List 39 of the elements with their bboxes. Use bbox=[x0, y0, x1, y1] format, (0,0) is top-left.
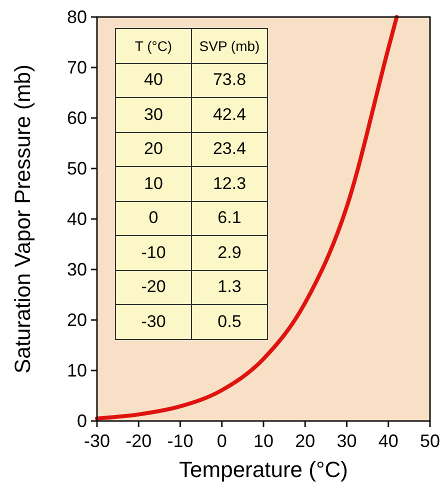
y-tick-label: 40 bbox=[66, 209, 87, 229]
y-tick-label: 30 bbox=[66, 260, 87, 280]
annotation: 10 bbox=[116, 166, 192, 201]
x-tick-label: 20 bbox=[295, 431, 316, 451]
annotation: SVP (mb) bbox=[192, 28, 268, 63]
y-axis-title: Saturation Vapor Pressure (mb) bbox=[10, 64, 35, 374]
annotation: 2.9 bbox=[192, 236, 268, 270]
x-axis-title: Temperature (°C) bbox=[179, 457, 348, 482]
x-tick-label: 50 bbox=[420, 431, 440, 451]
annotation: T (°C) bbox=[116, 28, 192, 63]
x-tick-label: 40 bbox=[378, 431, 398, 451]
y-tick-label: 50 bbox=[66, 158, 87, 178]
x-tick-label: -30 bbox=[84, 431, 110, 451]
annotation: 0.5 bbox=[192, 304, 268, 339]
annotation: 0 bbox=[116, 201, 192, 236]
line-series bbox=[95, 15, 399, 420]
annotation: -10 bbox=[116, 236, 192, 270]
x-tick-label: 0 bbox=[216, 431, 227, 451]
annotation: 40 bbox=[116, 63, 192, 98]
annotation: -20 bbox=[116, 270, 192, 304]
y-tick-label: 80 bbox=[66, 7, 87, 27]
annotation: 30 bbox=[116, 98, 192, 132]
annotation: 42.4 bbox=[192, 98, 268, 132]
annotation: 1.3 bbox=[192, 270, 268, 304]
y-tick-label: 0 bbox=[76, 411, 87, 431]
y-tick-label: 60 bbox=[66, 108, 87, 128]
x-tick-label: -20 bbox=[126, 431, 152, 451]
y-tick-label: 20 bbox=[66, 310, 87, 330]
x-tick-label: -10 bbox=[167, 431, 194, 451]
annotation: 73.8 bbox=[192, 63, 268, 98]
annotation: 23.4 bbox=[192, 132, 268, 166]
y-tick-label: 70 bbox=[66, 58, 87, 78]
x-tick-label: 10 bbox=[253, 431, 274, 451]
annotation: -30 bbox=[116, 304, 192, 339]
annotation: 20 bbox=[116, 132, 192, 166]
y-tick-label: 10 bbox=[66, 360, 87, 380]
annotation: 6.1 bbox=[192, 201, 268, 236]
x-tick-label: 30 bbox=[336, 431, 357, 451]
annotation: 12.3 bbox=[192, 166, 268, 201]
